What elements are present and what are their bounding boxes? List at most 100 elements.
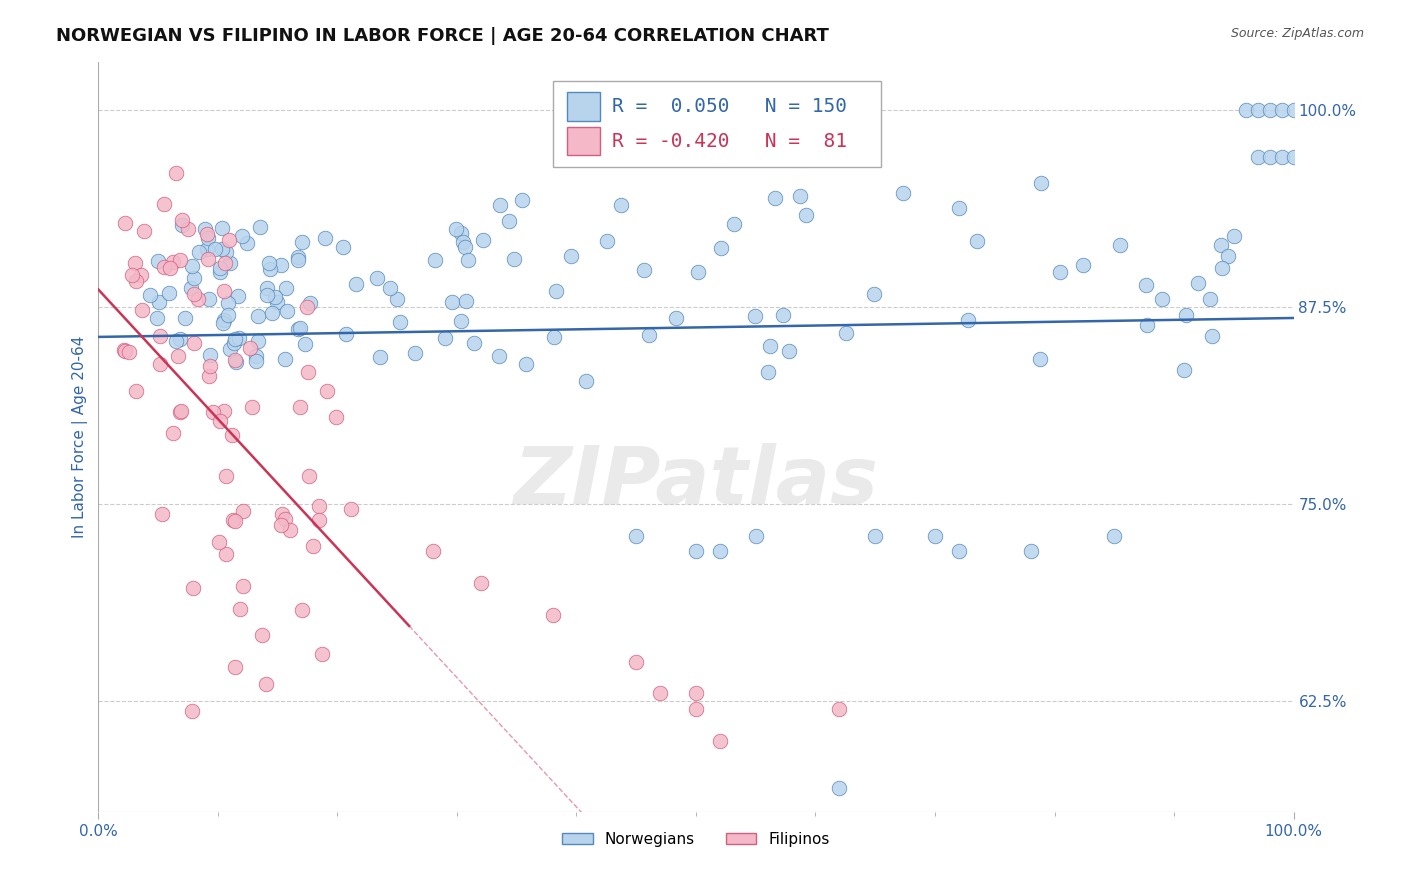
Point xyxy=(124,275,146,289)
Point xyxy=(425,253,447,268)
Point xyxy=(862,287,884,301)
Point xyxy=(194,222,217,236)
Point xyxy=(368,350,391,364)
Point xyxy=(224,352,246,367)
Point xyxy=(187,244,209,259)
Point xyxy=(235,235,257,250)
Point xyxy=(778,344,800,359)
Point xyxy=(723,217,745,231)
Point xyxy=(180,281,202,295)
Point xyxy=(685,702,707,716)
Point xyxy=(118,344,141,359)
Point xyxy=(1234,103,1257,117)
Point xyxy=(596,234,619,248)
Point xyxy=(139,288,162,302)
Point xyxy=(159,261,181,276)
Point xyxy=(434,331,457,345)
Point xyxy=(114,344,136,359)
Point xyxy=(966,234,988,248)
Point xyxy=(388,315,411,329)
Point xyxy=(266,294,288,309)
Point xyxy=(270,518,292,533)
Point xyxy=(311,647,333,661)
Point xyxy=(173,311,195,326)
Point xyxy=(263,290,285,304)
Point xyxy=(224,332,246,346)
Point xyxy=(340,502,363,516)
Point xyxy=(222,335,245,350)
Point xyxy=(197,227,219,241)
Point xyxy=(197,242,219,256)
Point xyxy=(366,271,388,285)
Point xyxy=(1282,150,1305,164)
Point xyxy=(633,263,655,277)
Point xyxy=(153,197,176,211)
Point xyxy=(217,308,239,322)
Point xyxy=(165,334,187,349)
Point xyxy=(212,404,235,418)
Point xyxy=(157,286,180,301)
Point xyxy=(226,289,249,303)
Point xyxy=(291,235,314,249)
Point xyxy=(709,544,731,558)
Point xyxy=(385,293,408,307)
Point xyxy=(1136,318,1159,333)
Point xyxy=(214,312,236,326)
Point xyxy=(1173,363,1195,377)
Point xyxy=(198,359,221,373)
Point xyxy=(169,252,191,267)
Point xyxy=(271,507,294,521)
Point xyxy=(112,343,135,358)
Point xyxy=(828,780,851,795)
Point xyxy=(198,348,221,362)
Point xyxy=(763,191,786,205)
Point xyxy=(510,193,533,207)
Point xyxy=(278,523,301,537)
Point xyxy=(1187,277,1209,291)
Point xyxy=(1199,292,1222,306)
Point xyxy=(228,602,250,616)
Text: R =  0.050   N = 150: R = 0.050 N = 150 xyxy=(613,97,848,116)
Point xyxy=(259,261,281,276)
Point xyxy=(183,286,205,301)
Point xyxy=(297,365,319,379)
Point xyxy=(218,256,240,270)
Point xyxy=(794,208,817,222)
Point xyxy=(1223,229,1246,244)
Point xyxy=(132,224,155,238)
Y-axis label: In Labor Force | Age 20-64: In Labor Force | Age 20-64 xyxy=(72,336,89,538)
Point xyxy=(1209,237,1232,252)
Point xyxy=(287,250,309,264)
Point xyxy=(150,507,173,521)
Point xyxy=(208,534,231,549)
Point xyxy=(287,322,309,336)
Point xyxy=(1152,292,1174,306)
Point xyxy=(249,219,271,234)
Point xyxy=(575,374,598,388)
Point xyxy=(247,309,270,323)
Point xyxy=(197,252,219,266)
Point xyxy=(688,264,710,278)
Point xyxy=(543,330,565,344)
Bar xyxy=(567,127,600,155)
Point xyxy=(256,287,278,301)
Text: Source: ZipAtlas.com: Source: ZipAtlas.com xyxy=(1230,27,1364,40)
Point xyxy=(332,240,354,254)
Point xyxy=(254,677,277,691)
Point xyxy=(125,384,148,398)
Point xyxy=(664,310,686,325)
Point xyxy=(239,341,262,355)
Point xyxy=(1028,352,1050,367)
Point xyxy=(298,296,321,310)
Point xyxy=(308,499,330,513)
Point xyxy=(1019,544,1042,558)
Point xyxy=(546,284,568,298)
Point xyxy=(759,339,782,353)
Point xyxy=(250,628,273,642)
Point xyxy=(1175,308,1198,322)
Point xyxy=(215,245,238,260)
Point xyxy=(457,253,479,268)
Point xyxy=(224,514,246,528)
Point xyxy=(450,226,472,240)
Point xyxy=(709,733,731,747)
